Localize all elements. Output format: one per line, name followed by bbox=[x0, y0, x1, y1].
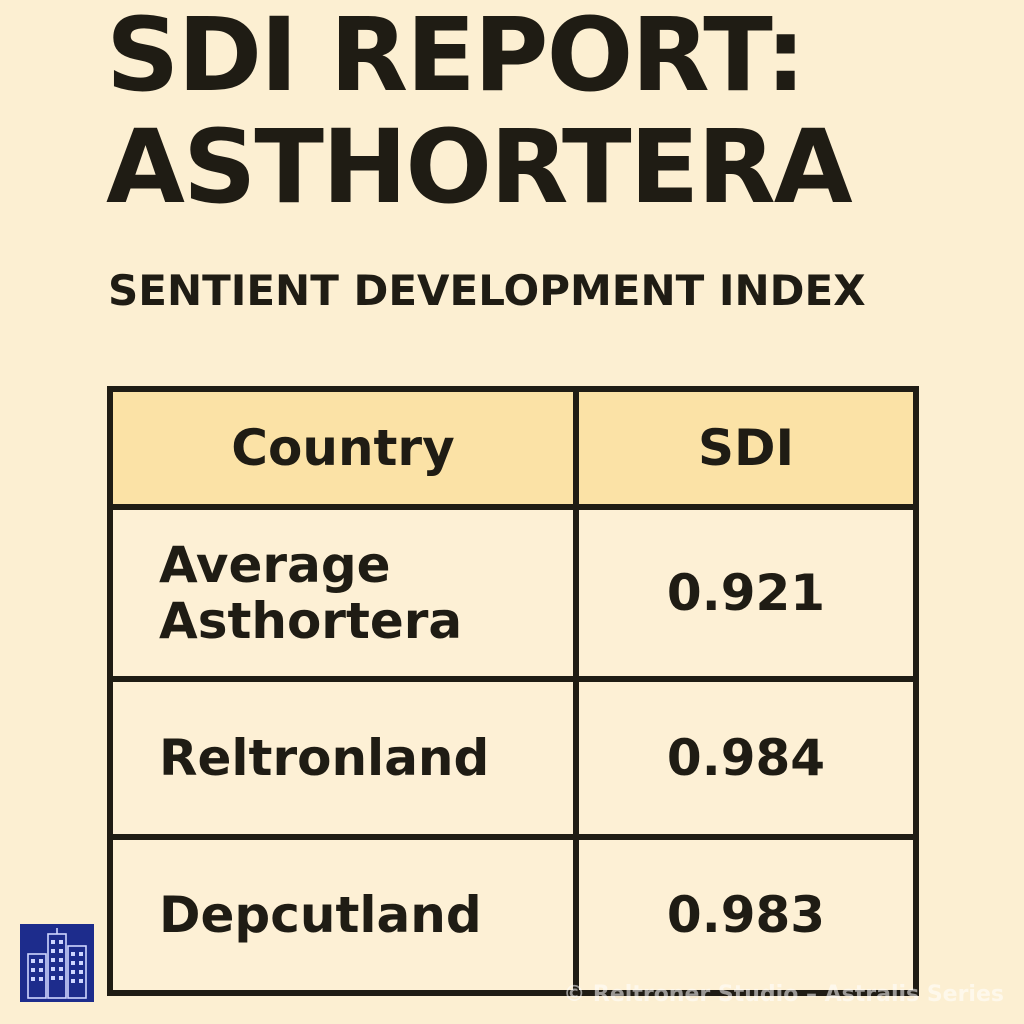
copyright-watermark: © Reltroner Studio – Astralis Series bbox=[563, 982, 1004, 1007]
title-line-1: SDI REPORT: bbox=[106, 0, 806, 115]
column-header-country: Country bbox=[107, 386, 579, 510]
country-cell: Reltronland bbox=[107, 676, 579, 840]
column-header-sdi: SDI bbox=[573, 386, 919, 510]
country-name-line-1: Average bbox=[159, 536, 391, 594]
page-subtitle: SENTIENT DEVELOPMENT INDEX bbox=[108, 266, 866, 315]
table-row: Average Asthortera 0.921 bbox=[107, 504, 919, 682]
sdi-value-cell: 0.921 bbox=[573, 504, 919, 682]
city-buildings-icon bbox=[20, 924, 94, 1002]
table-row: Depcutland 0.983 bbox=[107, 834, 919, 996]
country-name-line-2: Asthortera bbox=[159, 592, 463, 650]
title-line-2: ASTHORTERA bbox=[106, 108, 853, 227]
page-title: SDI REPORT: ASTHORTERA bbox=[106, 0, 853, 227]
sdi-value-cell: 0.984 bbox=[573, 676, 919, 840]
table-header-row: Country SDI bbox=[107, 386, 919, 510]
sdi-table: Country SDI Average Asthortera 0.921 Rel… bbox=[107, 386, 919, 996]
country-cell: Average Asthortera bbox=[107, 504, 579, 682]
country-cell: Depcutland bbox=[107, 834, 579, 996]
sdi-value-cell: 0.983 bbox=[573, 834, 919, 996]
table-row: Reltronland 0.984 bbox=[107, 676, 919, 840]
